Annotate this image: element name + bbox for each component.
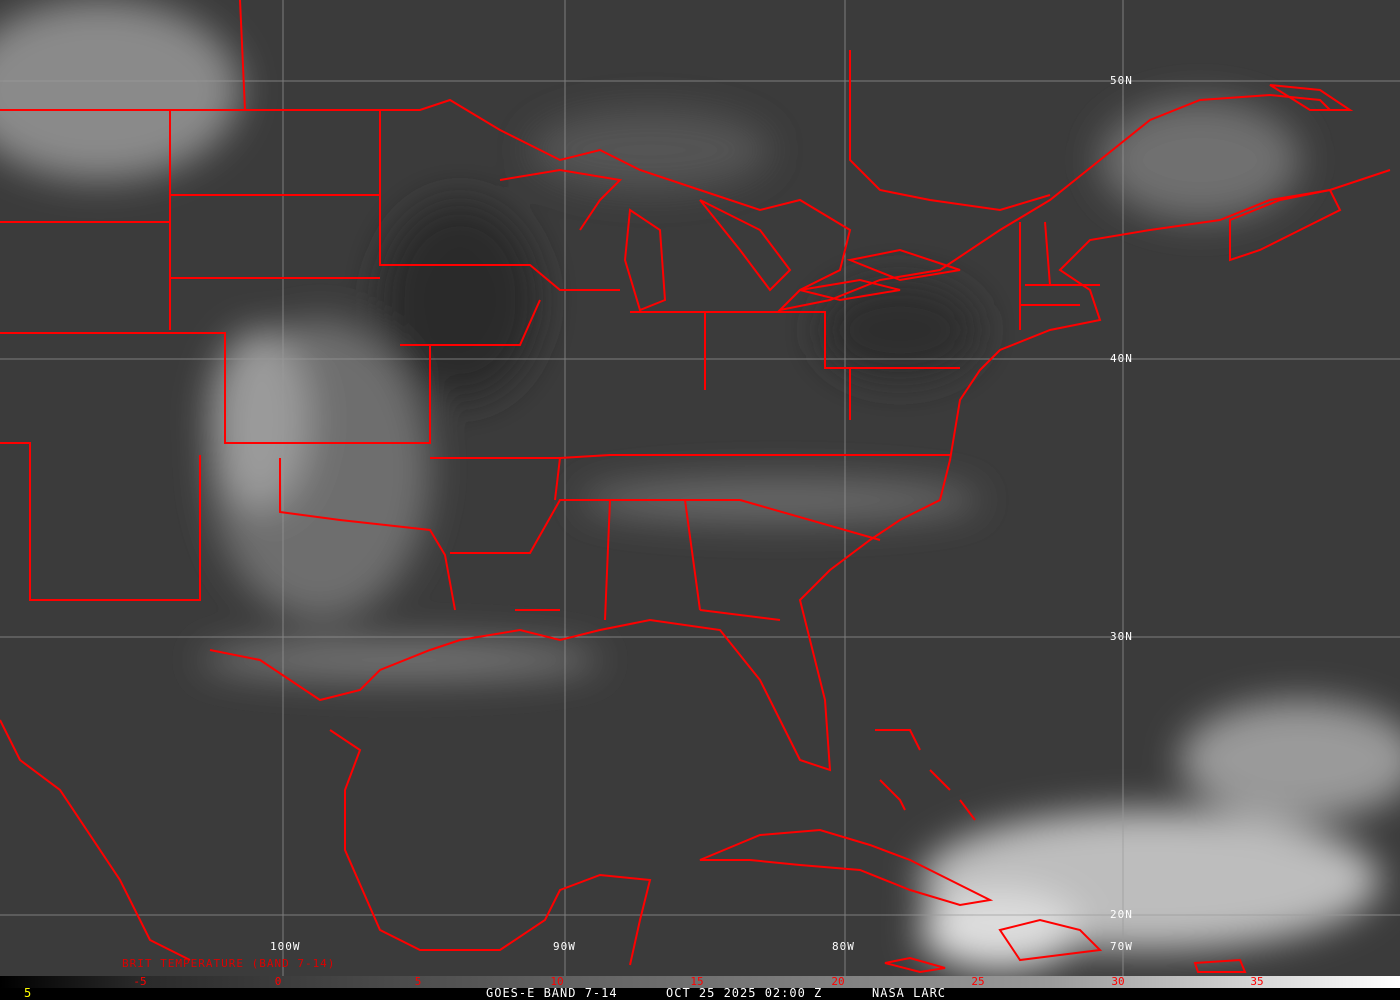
lat-label-50n: 50N — [1110, 74, 1133, 87]
colorbar-tick: 25 — [971, 975, 985, 988]
source-label: NASA LARC — [872, 986, 947, 1000]
political-boundaries — [0, 0, 1391, 974]
colorbar-tick: 0 — [274, 975, 282, 988]
datetime-label: OCT 25 2025 02:00 Z — [666, 986, 823, 1000]
lat-label-30n: 30N — [1110, 630, 1133, 643]
cuba — [699, 828, 994, 907]
lon-label-90w: 90W — [553, 940, 576, 953]
hispaniola — [998, 918, 1103, 962]
lon-label-70w: 70W — [1110, 940, 1133, 953]
lat-label-40n: 40N — [1110, 352, 1133, 365]
colorbar — [0, 976, 1400, 988]
colorbar-tick: 15 — [690, 975, 704, 988]
satellite-label: GOES-E BAND 7-14 — [486, 986, 618, 1000]
state-borders — [0, 0, 1100, 621]
colorbar-tick: 10 — [550, 975, 564, 988]
bahamas — [875, 729, 976, 821]
lat-lon-grid — [0, 0, 1400, 976]
satellite-image — [0, 0, 1400, 976]
puerto-rico — [1193, 958, 1247, 973]
jamaica — [884, 956, 946, 974]
footer-bar — [0, 988, 1400, 1000]
colorbar-tick: 35 — [1250, 975, 1264, 988]
colorbar-left-value: 5 — [24, 986, 33, 1000]
colorbar-tick: -5 — [133, 975, 147, 988]
colorbar-tick: 30 — [1111, 975, 1125, 988]
product-label: BRIT TEMPERATURE (BAND 7-14) — [122, 957, 336, 970]
colorbar-tick: 20 — [831, 975, 845, 988]
great-lakes — [499, 168, 961, 312]
newfoundland-maritimes — [1229, 84, 1354, 262]
coastline-us-gulf-atlantic — [0, 169, 1391, 966]
lat-label-20n: 20N — [1110, 908, 1133, 921]
colorbar-tick: 5 — [414, 975, 422, 988]
lon-label-80w: 80W — [832, 940, 855, 953]
lon-label-100w: 100W — [270, 940, 301, 953]
